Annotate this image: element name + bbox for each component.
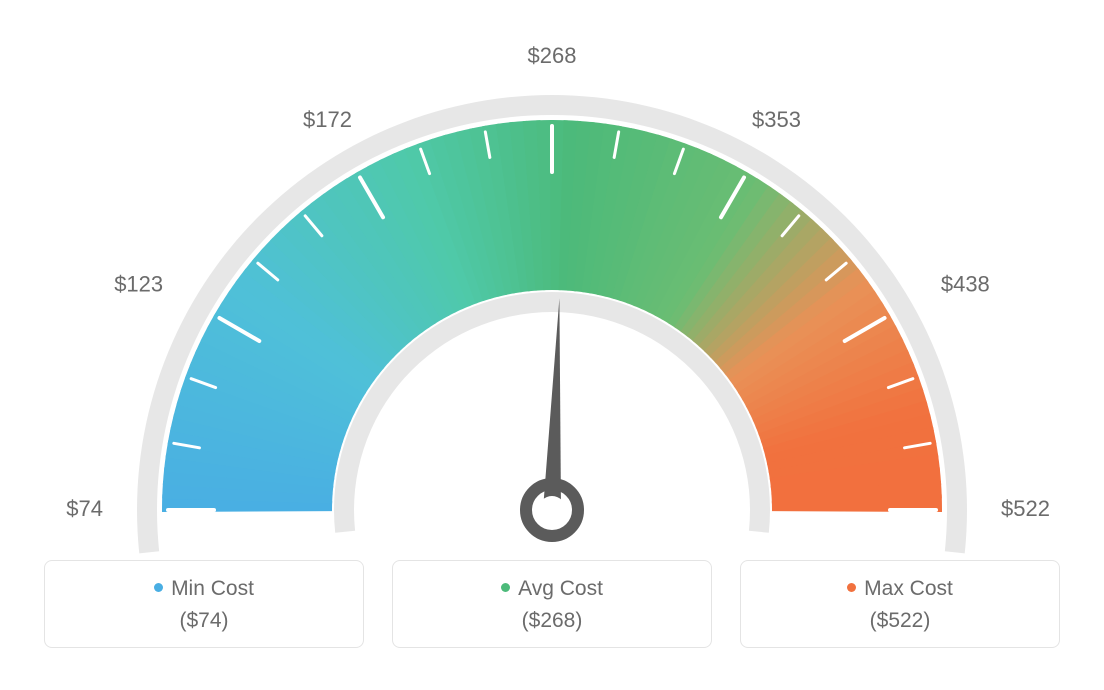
legend-avg-value: ($268) [405, 609, 699, 633]
legend-min-value: ($74) [57, 609, 351, 633]
legend-row: Min Cost ($74) Avg Cost ($268) Max Cost … [0, 560, 1104, 648]
legend-max-dot-icon [847, 583, 856, 592]
svg-text:$268: $268 [528, 43, 577, 68]
legend-avg-title: Avg Cost [405, 577, 699, 601]
legend-max: Max Cost ($522) [740, 560, 1060, 648]
legend-max-value: ($522) [753, 609, 1047, 633]
legend-max-title: Max Cost [753, 577, 1047, 601]
legend-min-label: Min Cost [171, 577, 254, 600]
legend-avg: Avg Cost ($268) [392, 560, 712, 648]
legend-avg-dot-icon [501, 583, 510, 592]
legend-min-dot-icon [154, 583, 163, 592]
cost-gauge: $74 $123 $172 $268 $353 $438 $522 [0, 0, 1104, 560]
legend-max-label: Max Cost [864, 577, 953, 600]
legend-min-title: Min Cost [57, 577, 351, 601]
legend-min: Min Cost ($74) [44, 560, 364, 648]
svg-text:$353: $353 [752, 107, 801, 132]
svg-text:$74: $74 [66, 496, 103, 521]
svg-text:$123: $123 [114, 272, 163, 297]
gauge-svg: $74 $123 $172 $268 $353 $438 $522 [0, 0, 1104, 560]
legend-avg-label: Avg Cost [518, 577, 603, 600]
svg-text:$522: $522 [1001, 496, 1050, 521]
svg-text:$172: $172 [303, 107, 352, 132]
svg-text:$438: $438 [941, 272, 990, 297]
